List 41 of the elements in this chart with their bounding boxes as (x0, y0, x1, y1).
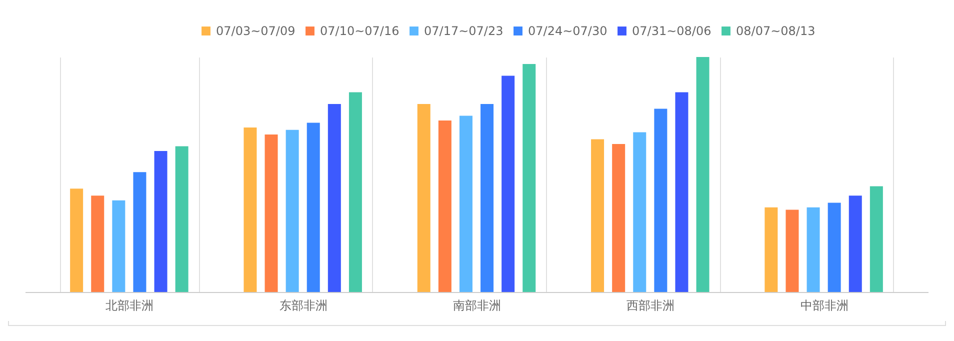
bar (133, 172, 146, 292)
x-tick-label: 东部非洲 (279, 298, 328, 312)
bar (502, 76, 515, 292)
bar (70, 188, 84, 292)
legend-label: 07/10~07/16 (320, 24, 400, 38)
bar (244, 128, 257, 292)
bar (828, 202, 841, 292)
legend-label: 07/31~08/06 (632, 24, 712, 38)
x-tick-label: 西部非洲 (626, 298, 675, 312)
legend-label: 07/03~07/09 (216, 24, 296, 38)
bar (154, 151, 168, 292)
x-tick-label: 南部非洲 (453, 298, 501, 312)
bar (91, 196, 104, 292)
bar (438, 120, 452, 292)
bar (522, 64, 536, 292)
bar (870, 186, 883, 292)
bar (480, 104, 494, 292)
bar (264, 134, 278, 292)
bar (654, 108, 668, 292)
x-tick-label: 中部非洲 (800, 298, 848, 312)
bar (175, 146, 188, 292)
bar (633, 132, 646, 292)
bar (591, 139, 604, 292)
bar (806, 207, 820, 292)
bar (286, 130, 299, 292)
bar (328, 104, 341, 292)
bar (348, 92, 362, 292)
bar (417, 104, 430, 292)
legend-label: 07/17~07/23 (424, 24, 504, 38)
bar (112, 200, 126, 292)
bar (764, 207, 778, 292)
legend-label: 08/07~08/13 (736, 24, 816, 38)
bar (675, 92, 688, 292)
bar (696, 57, 710, 292)
bar (612, 144, 626, 292)
bar (786, 210, 799, 292)
bar (848, 196, 862, 292)
bar (306, 122, 320, 292)
x-tick-label: 北部非洲 (106, 298, 154, 312)
bar (459, 116, 472, 292)
legend-label: 07/24~07/30 (528, 24, 608, 38)
